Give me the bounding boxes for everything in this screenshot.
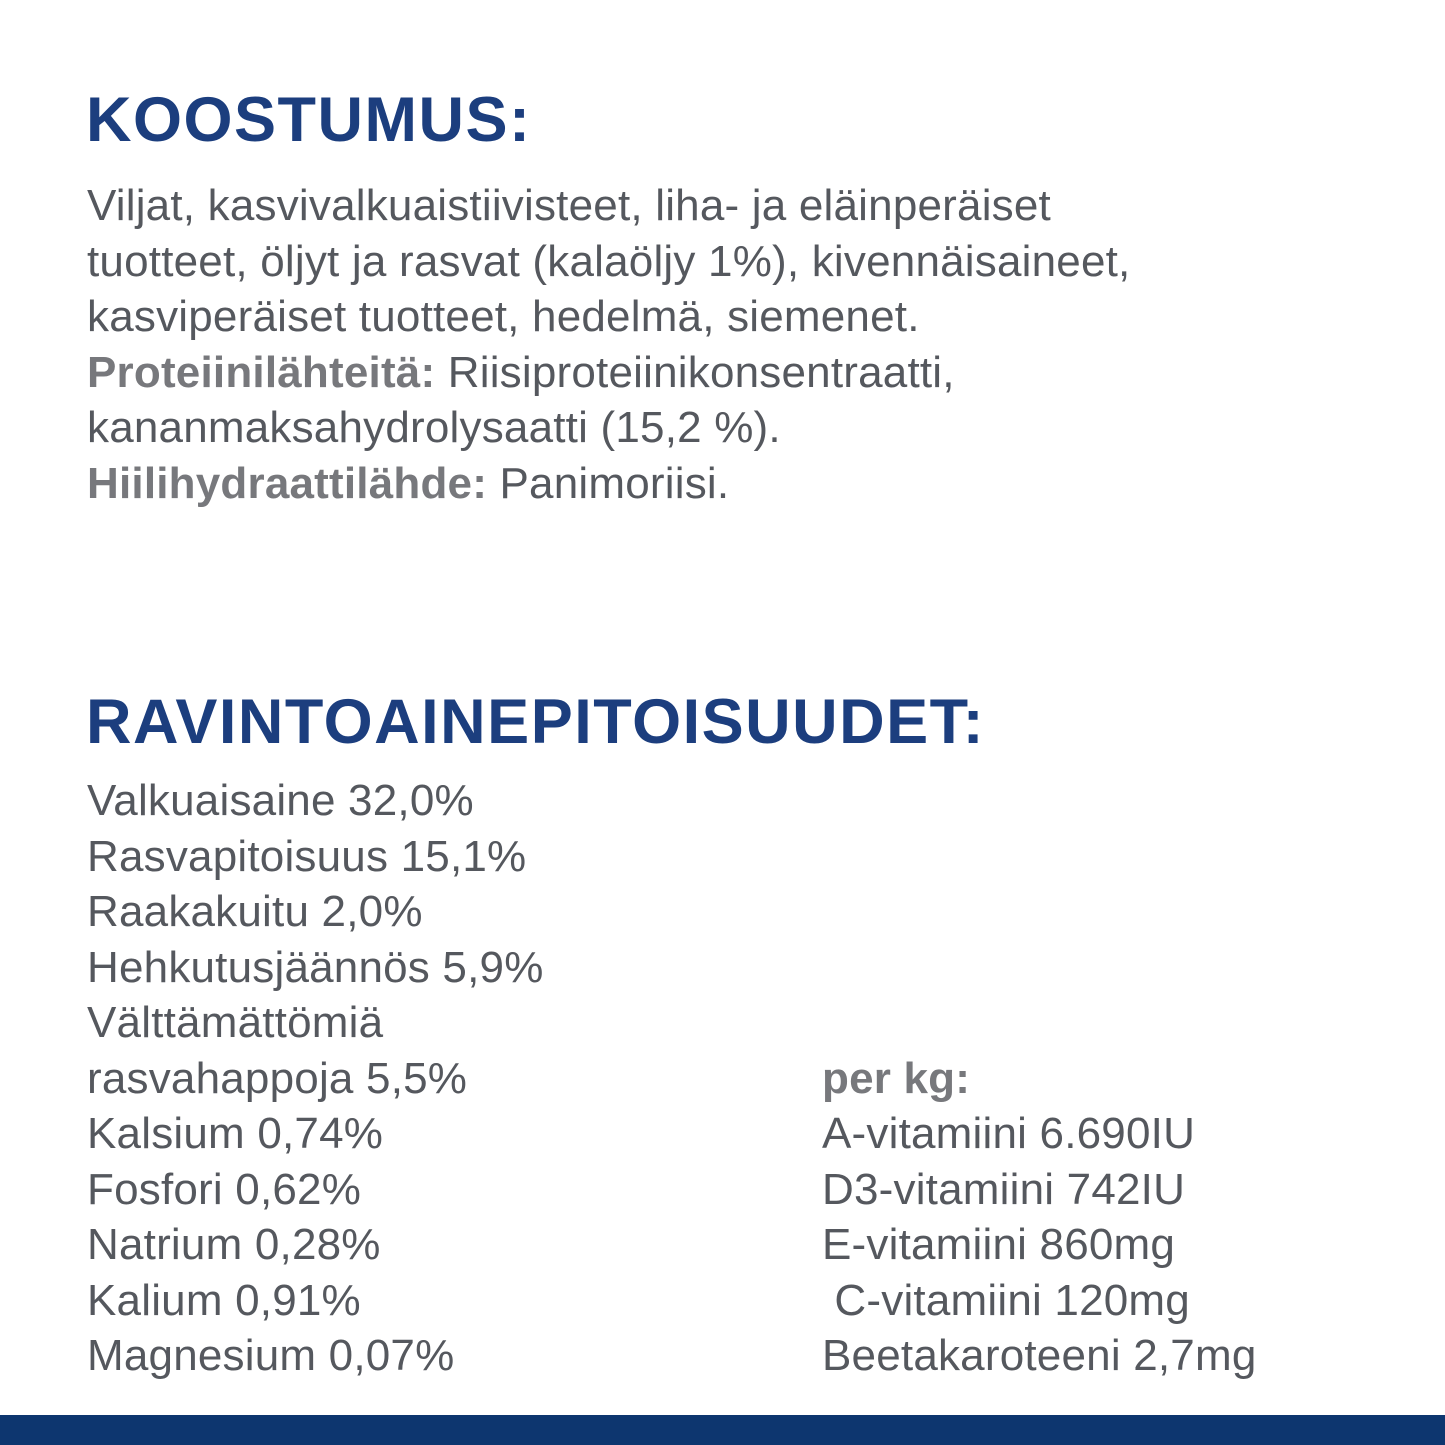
composition-line-text: kananmaksahydrolysaatti (15,2 %). <box>87 403 781 452</box>
composition-line: Viljat, kasvivalkuaistiivisteet, liha- j… <box>87 178 1130 234</box>
composition-line: kasviperäiset tuotteet, hedelmä, siemene… <box>87 289 1130 345</box>
nutrient-item: Välttämättömiä <box>87 998 384 1047</box>
nutrient-item: Kalsium 0,74% <box>87 1109 384 1158</box>
vitamin-item: C-vitamiini 120mg <box>822 1275 1190 1325</box>
nutrient-item: Fosfori 0,62% <box>87 1164 362 1214</box>
nutrient-item: Natrium 0,28% <box>87 1220 381 1269</box>
composition-line: Proteiinilähteitä: Riisiproteiinikonsent… <box>87 345 1130 401</box>
vitamin-item: A-vitamiini 6.690IU <box>822 1109 1196 1158</box>
per-kg-label: per kg: <box>822 1053 971 1103</box>
nutrient-item: Rasvapitoisuus 15,1% <box>87 831 527 881</box>
nutrient-item: Valkuaisaine 32,0% <box>87 776 474 825</box>
nutrient-item: Hehkutusjäännös 5,9% <box>87 942 544 992</box>
nutrient-item: Kalium 0,91% <box>87 1275 361 1325</box>
composition-line: Hiilihydraattilähde: Panimoriisi. <box>87 456 1130 512</box>
composition-heading: KOOSTUMUS: <box>86 85 532 155</box>
vitamin-item: Beetakaroteeni 2,7mg <box>822 1331 1257 1380</box>
composition-line-text: Riisiproteiinikonsentraatti, <box>435 347 955 397</box>
composition-line-text: kasviperäiset tuotteet, hedelmä, siemene… <box>87 292 920 341</box>
vitamin-item: D3-vitamiini 742IU <box>822 1164 1186 1214</box>
composition-paragraph: Viljat, kasvivalkuaistiivisteet, liha- j… <box>87 178 1130 511</box>
nutrients-left-column: Valkuaisaine 32,0% Rasvapitoisuus 15,1% … <box>87 773 544 1384</box>
composition-line-text: tuotteet, öljyt ja rasvat (kalaöljy 1%),… <box>87 236 1131 286</box>
composition-line-text: Panimoriisi. <box>487 458 730 508</box>
nutrients-heading: RAVINTOAINEPITOISUUDET: <box>86 687 986 757</box>
nutrients-right-column: per kg: A-vitamiini 6.690IU D3-vitamiini… <box>822 1051 1257 1384</box>
protein-sources-label: Proteiinilähteitä: <box>87 347 436 397</box>
composition-line: kananmaksahydrolysaatti (15,2 %). <box>87 400 1130 456</box>
carbohydrate-source-label: Hiilihydraattilähde: <box>87 458 488 508</box>
nutrient-item: Magnesium 0,07% <box>87 1331 455 1380</box>
composition-line-text: Viljat, kasvivalkuaistiivisteet, liha- j… <box>87 181 1051 230</box>
footer-bar <box>0 1415 1445 1445</box>
composition-line: tuotteet, öljyt ja rasvat (kalaöljy 1%),… <box>87 234 1130 290</box>
nutrient-item: Raakakuitu 2,0% <box>87 887 423 936</box>
nutrient-item: rasvahappoja 5,5% <box>87 1053 468 1103</box>
vitamin-item: E-vitamiini 860mg <box>822 1220 1176 1269</box>
